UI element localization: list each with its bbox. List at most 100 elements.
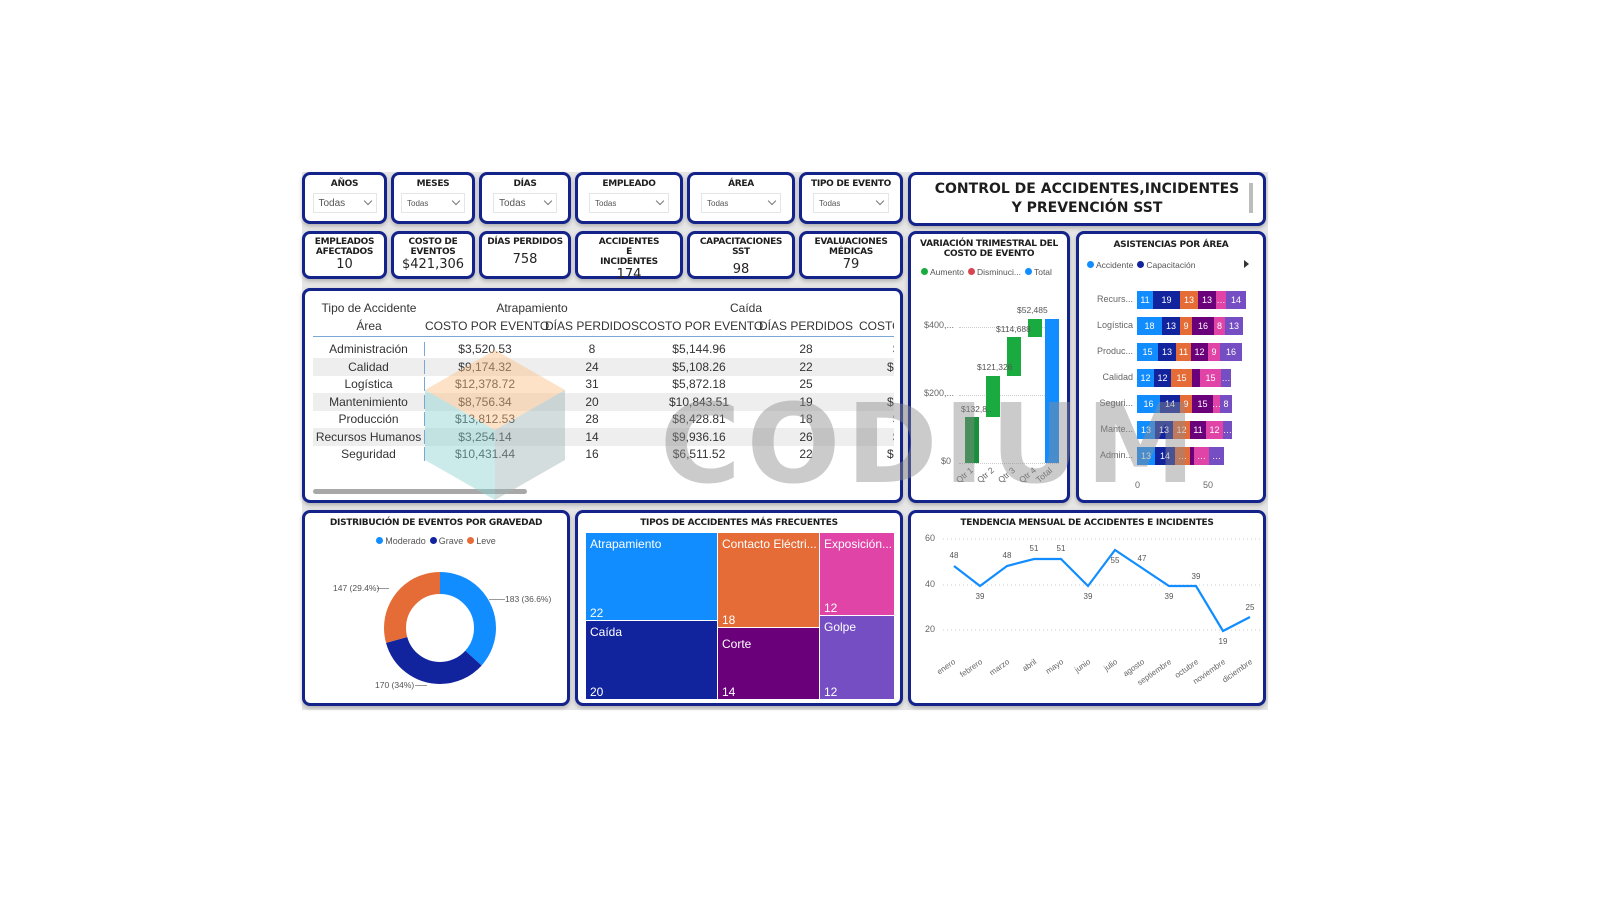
treemap-tile[interactable]: Atrapamiento 22 (586, 533, 717, 620)
x-tick: Qtr 3 (995, 465, 1017, 485)
svg-text:marzo: marzo (988, 657, 1012, 677)
slicer-tipo-evento[interactable]: TIPO DE EVENTO Todas (799, 172, 903, 224)
legend-dot-icon (921, 268, 928, 275)
legend-item[interactable]: Moderado (376, 536, 426, 546)
cell: $ (853, 430, 894, 444)
x-tick: 50 (1203, 480, 1214, 490)
title-card: CONTROL DE ACCIDENTES,INCIDENTES Y PREVE… (908, 172, 1266, 226)
slicer-dropdown[interactable]: Todas (312, 193, 377, 213)
bar-qtr2[interactable] (986, 376, 1000, 417)
slicer-empleado[interactable]: EMPLEADO Todas (575, 172, 683, 224)
column-header[interactable]: COSTO (859, 319, 894, 333)
tile-label: Golpe (824, 620, 857, 634)
row-header-area: Área (356, 319, 382, 333)
legend-item[interactable]: Accidente (1087, 260, 1133, 270)
column-header[interactable]: COSTO POR EVENTO (425, 319, 550, 333)
svg-text:diciembre: diciembre (1221, 657, 1255, 685)
legend-item[interactable]: Capacitación (1137, 260, 1195, 270)
slicer-value: Todas (318, 197, 346, 209)
bar-row[interactable]: 11 19 13 13… 14 (1137, 291, 1246, 309)
legend-item[interactable]: Disminuci... (968, 267, 1021, 277)
waterfall-chart-card: VARIACIÓN TRIMESTRAL DEL COSTO DE EVENTO… (908, 231, 1070, 503)
column-header[interactable]: DÍAS PERDIDOS (545, 319, 640, 333)
row-label: Administración (313, 342, 425, 357)
cell: $ (853, 377, 894, 391)
bar-row[interactable]: 12 12 15 15… (1137, 369, 1231, 387)
treemap-tile[interactable]: Contacto Eléctri... 18 (718, 533, 819, 627)
legend-label: Moderado (385, 536, 426, 546)
legend-label: Leve (476, 536, 496, 546)
bar-total[interactable] (1045, 319, 1059, 463)
scrollbar[interactable] (1249, 183, 1253, 213)
bar-qtr1[interactable] (965, 417, 979, 463)
slicer-area[interactable]: ÁREA Todas (687, 172, 795, 224)
bar-qtr4[interactable] (1028, 319, 1042, 337)
line-chart[interactable]: 48 39 48 51 51 39 55 47 39 39 19 25 enero febrer… (911, 513, 1263, 703)
data-label: $114,688 (996, 324, 1031, 334)
svg-text:mayo: mayo (1044, 657, 1066, 676)
cell: $3,254.14 (458, 429, 512, 444)
category-label: Recurs... (1096, 294, 1133, 304)
table-row: Recursos Humanos $3,254.14 14 $9,936.16 … (313, 428, 894, 446)
legend-item[interactable]: Leve (467, 536, 496, 546)
bar-row[interactable]: 18 13 9 16 8 13 (1137, 317, 1243, 335)
treemap-tile[interactable]: Golpe 12 (820, 616, 894, 699)
column-header[interactable]: DÍAS PERDIDOS (759, 319, 854, 333)
legend-next-arrow-icon[interactable] (1244, 260, 1249, 268)
tile-value: 20 (590, 685, 604, 699)
svg-text:25: 25 (1246, 603, 1255, 612)
slicer-anos[interactable]: AÑOS Todas (302, 172, 387, 224)
treemap-tile[interactable]: Corte 14 (718, 628, 819, 699)
svg-text:julio: julio (1102, 657, 1120, 673)
slicer-dias[interactable]: DÍAS Todas (479, 172, 571, 224)
kpi-value: $421,306 (401, 257, 465, 272)
category-label: Admin... (1099, 450, 1133, 460)
kpi-value: 10 (336, 257, 353, 272)
legend-item[interactable]: Total (1024, 267, 1052, 277)
legend-label: Accidente (1096, 260, 1134, 270)
bar-qtr3[interactable] (1007, 337, 1021, 376)
slicer-dropdown[interactable]: Todas (401, 193, 465, 213)
cell: $10,431.44 (454, 447, 516, 462)
column-header[interactable]: COSTO POR EVENTO (639, 319, 764, 333)
horizontal-scrollbar[interactable] (313, 489, 527, 494)
row-header-tipo: Tipo de Accidente (321, 300, 417, 315)
group-header-caida[interactable]: Caída (729, 300, 763, 315)
svg-text:48: 48 (950, 551, 959, 560)
cell: $4 (887, 394, 894, 409)
bar-row[interactable]: 13 13 12 11 12… (1137, 421, 1232, 439)
y-tick: 20 (925, 624, 936, 634)
table-row: Administración $3,520.53 8 $5,144.96 28 … (313, 341, 894, 359)
cell: $5,144.96 (672, 342, 726, 357)
cell: $8,428.81 (672, 412, 726, 427)
slicer-value: Todas (707, 198, 729, 208)
treemap-tile[interactable]: Exposición... 12 (820, 533, 894, 615)
matrix-header-row-1: Tipo de Accidente Atrapamiento Caída (313, 299, 894, 317)
treemap-tile[interactable]: Caída 20 (586, 621, 717, 699)
bar-row[interactable]: 16 14 9 15… 8 (1137, 395, 1232, 413)
cell: $3,520.53 (458, 342, 512, 357)
leader-line (489, 599, 505, 600)
y-tick: 40 (925, 579, 936, 589)
slicer-dropdown[interactable]: Todas (493, 193, 557, 213)
group-header-atrapamiento[interactable]: Atrapamiento (496, 300, 568, 315)
legend-dot-icon (1137, 261, 1145, 268)
bar-row[interactable]: 15 13 11 12 9 16 (1137, 343, 1242, 361)
legend-item[interactable]: Aumento (921, 267, 964, 277)
slicer-dropdown[interactable]: Todas (813, 193, 889, 213)
table-row: Producción $13,812.53 28 $8,428.81 18 $ (313, 411, 894, 429)
legend-dot-icon (968, 268, 976, 275)
cell: 22 (799, 359, 813, 374)
donut-chart[interactable] (380, 568, 500, 688)
slicer-meses[interactable]: MESES Todas (391, 172, 475, 224)
slicer-value: Todas (499, 197, 526, 209)
legend-item[interactable]: Grave (429, 536, 463, 546)
trend-chart-card: TENDENCIA MENSUAL DE ACCIDENTES E INCIDE… (908, 510, 1266, 706)
x-tick: Total (1033, 465, 1055, 485)
slicer-dropdown[interactable]: Todas (701, 193, 781, 213)
y-tick: $400,... (924, 320, 955, 330)
slicer-dropdown[interactable]: Todas (589, 193, 669, 213)
legend-label: Aumento (930, 267, 965, 277)
svg-text:19: 19 (1219, 637, 1228, 646)
bar-row[interactable]: 13 14……… (1137, 447, 1224, 465)
